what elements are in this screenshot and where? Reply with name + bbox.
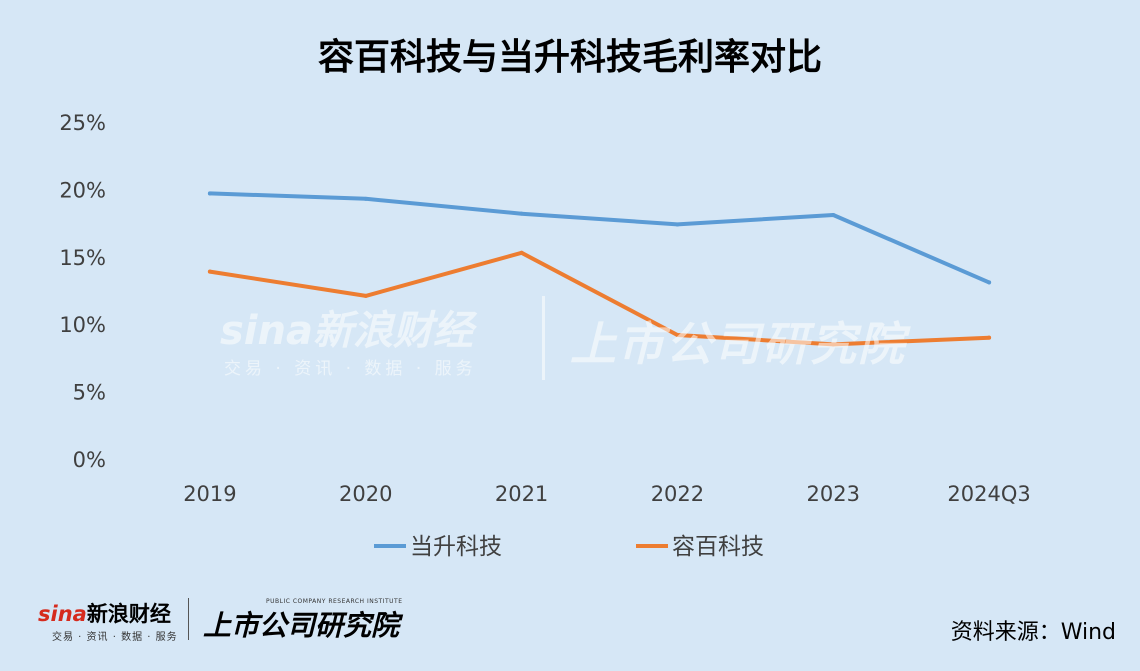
data-point [987,280,992,285]
y-tick-label: 15% [59,246,106,270]
x-axis-ticks: 2019 2020 2021 2022 2023 2024Q3 [183,482,1031,506]
x-tick-label: 2021 [495,482,548,506]
y-tick-label: 20% [59,178,106,202]
logo-brand: sina新浪财经 [38,598,171,628]
chart-title: 容百科技与当升科技毛利率对比 [317,37,822,78]
legend-label: 容百科技 [672,534,764,560]
data-point [207,191,212,196]
x-tick-label: 2022 [651,482,704,506]
series-line [207,191,992,285]
logo-brand-cn: 新浪财经 [86,602,171,626]
y-tick-label: 10% [59,313,106,337]
y-tick-label: 5% [73,381,106,405]
logo-subtitle: 交易 · 资讯 · 数据 · 服务 [52,632,178,643]
y-tick-label: 25% [59,111,106,135]
y-tick-label: 0% [73,448,106,472]
data-point [519,211,524,216]
footer-logo: sina新浪财经 交易 · 资讯 · 数据 · 服务 PUBLIC COMPAN… [38,596,418,646]
data-point [987,335,992,340]
x-tick-label: 2023 [807,482,860,506]
logo-institute: 上市公司研究院 [203,609,400,642]
source-note: 资料来源：Wind [950,620,1116,645]
legend: 当升科技 容百科技 [374,534,764,560]
data-point [675,332,680,337]
data-point [831,213,836,218]
series-line [207,250,992,347]
data-point [363,196,368,201]
logo-tagline: PUBLIC COMPANY RESEARCH INSTITUTE [266,598,403,605]
logo-sina: sina [38,602,87,626]
y-axis-ticks: 0% 5% 10% 15% 20% 25% [59,111,106,472]
data-point [207,269,212,274]
data-point [831,342,836,347]
x-tick-label: 2024Q3 [947,482,1030,506]
data-point [519,250,524,255]
x-tick-label: 2019 [183,482,236,506]
data-point [363,293,368,298]
legend-label: 当升科技 [410,534,502,560]
logo-divider [188,598,189,640]
series-lines [207,191,992,347]
data-point [675,222,680,227]
x-tick-label: 2020 [339,482,392,506]
